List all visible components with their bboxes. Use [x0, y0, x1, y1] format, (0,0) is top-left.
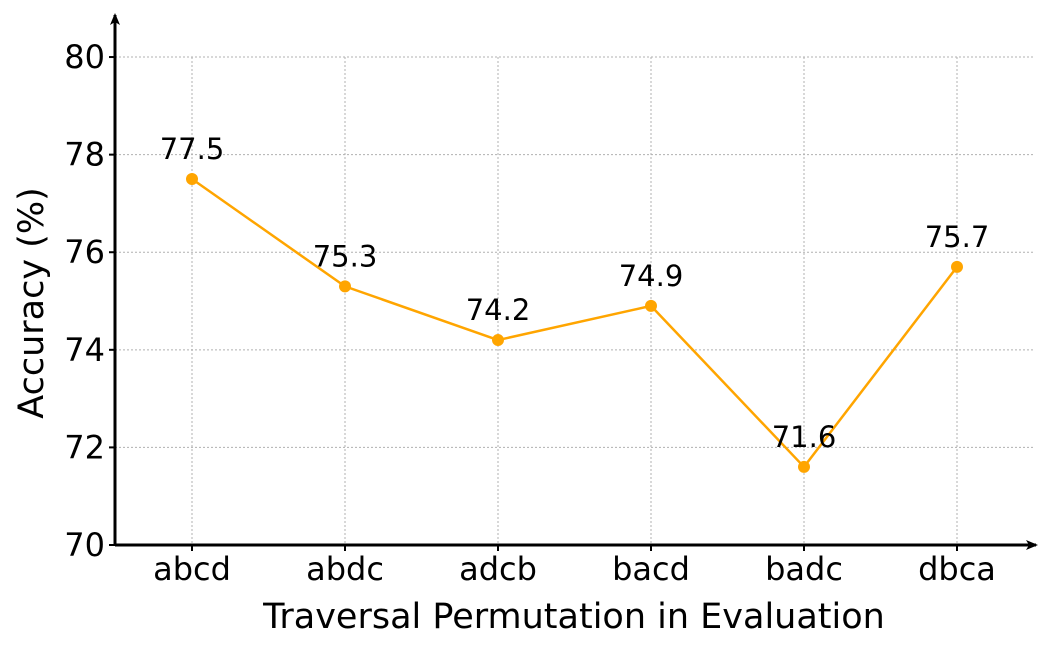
data-labels: 77.5 75.3 74.2 74.9 71.6 75.7	[160, 132, 990, 454]
data-label: 75.7	[925, 220, 990, 254]
series-line	[186, 173, 963, 473]
y-tick-label: 70	[64, 526, 105, 564]
series-polyline	[191, 178, 958, 469]
x-tick-label: bacd	[612, 550, 690, 588]
data-label: 71.6	[772, 420, 837, 454]
data-label: 74.9	[619, 259, 684, 293]
x-tick-label: abdc	[306, 550, 384, 588]
y-tick-label: 80	[64, 38, 105, 76]
data-point	[798, 460, 810, 473]
y-axis-title: Accuracy (%)	[12, 187, 52, 418]
x-tick-label: dbca	[918, 550, 996, 588]
x-tick-label: abcd	[153, 550, 231, 588]
y-tick-label: 78	[64, 136, 105, 174]
y-tick-label: 76	[64, 233, 105, 271]
axes: 70 72 74 76 78 80 abcd abdc adcb bacd badc dbca	[64, 13, 1038, 588]
data-label: 74.2	[466, 293, 531, 327]
x-tick-label: badc	[765, 550, 843, 588]
data-point	[645, 299, 657, 312]
data-point	[492, 334, 504, 347]
grid	[115, 56, 1033, 545]
data-point	[951, 260, 963, 273]
data-point	[339, 280, 351, 293]
x-axis-title: Traversal Permutation in Evaluation	[262, 597, 885, 637]
data-label: 77.5	[160, 132, 225, 166]
y-tick-label: 72	[64, 428, 105, 466]
data-label: 75.3	[313, 239, 378, 273]
data-point	[186, 173, 198, 186]
y-tick-label: 74	[64, 331, 105, 369]
x-tick-label: adcb	[459, 550, 537, 588]
